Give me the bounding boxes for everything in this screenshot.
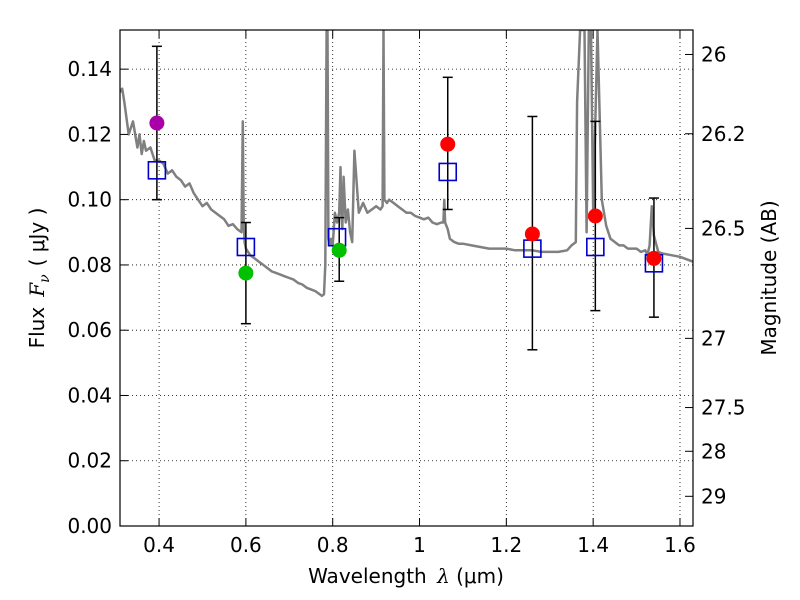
y2-tick-label: 27.5 <box>701 396 746 420</box>
data-points-layer <box>147 45 664 351</box>
model-spectrum-line <box>120 30 693 298</box>
x-tick-label: 1.6 <box>664 533 696 557</box>
observed-flux-point <box>238 265 254 281</box>
y-tick-label: 0.12 <box>67 122 112 146</box>
y-tick-label: 0.10 <box>67 188 112 212</box>
y-axis-label: FluxFν( μJy ) <box>25 208 53 349</box>
y-tick-label: 0.06 <box>67 318 112 342</box>
x-tick-label: 1 <box>413 533 426 557</box>
y2-tick-label: 26.5 <box>701 216 746 240</box>
model-photometry-square <box>236 237 256 257</box>
x-tick-label: 0.8 <box>317 533 349 557</box>
observed-flux-point <box>524 226 540 242</box>
observed-flux-point <box>646 250 662 266</box>
observed-flux-point <box>440 136 456 152</box>
observed-flux-point <box>587 208 603 224</box>
y2-tick-label: 26.2 <box>701 122 746 146</box>
y-tick-label: 0.02 <box>67 449 112 473</box>
model-photometry-square <box>438 162 458 182</box>
y2-axis-label: Magnitude (AB) <box>757 200 781 355</box>
x-axis-label: Wavelength λ (μm) <box>308 564 504 588</box>
y2-tick-label: 29 <box>701 484 726 508</box>
plot-frame <box>119 29 694 527</box>
x-tick-label: 0.4 <box>143 533 175 557</box>
axis-ticks: 0.4 0.6 0.8 1 1.2 1.4 1.6 0.00 0.02 0.04 0.06 0.08 0… <box>67 30 746 557</box>
observed-flux-point <box>331 242 347 258</box>
x-tick-label: 1.2 <box>490 533 522 557</box>
y-tick-label: 0.08 <box>67 253 112 277</box>
y2-tick-label: 28 <box>701 439 726 463</box>
model-spectrum-layer <box>120 30 693 298</box>
y-tick-label: 0.14 <box>67 57 112 81</box>
model-photometry-square <box>147 161 167 180</box>
y2-tick-label: 26 <box>701 42 726 66</box>
y-tick-label: 0.04 <box>67 383 112 407</box>
y2-tick-label: 27 <box>701 326 726 350</box>
y-tick-label: 0.00 <box>67 514 112 538</box>
x-tick-label: 1.4 <box>577 533 609 557</box>
observed-flux-point <box>149 115 165 131</box>
model-photometry-square <box>586 237 605 257</box>
x-tick-label: 0.6 <box>230 533 262 557</box>
